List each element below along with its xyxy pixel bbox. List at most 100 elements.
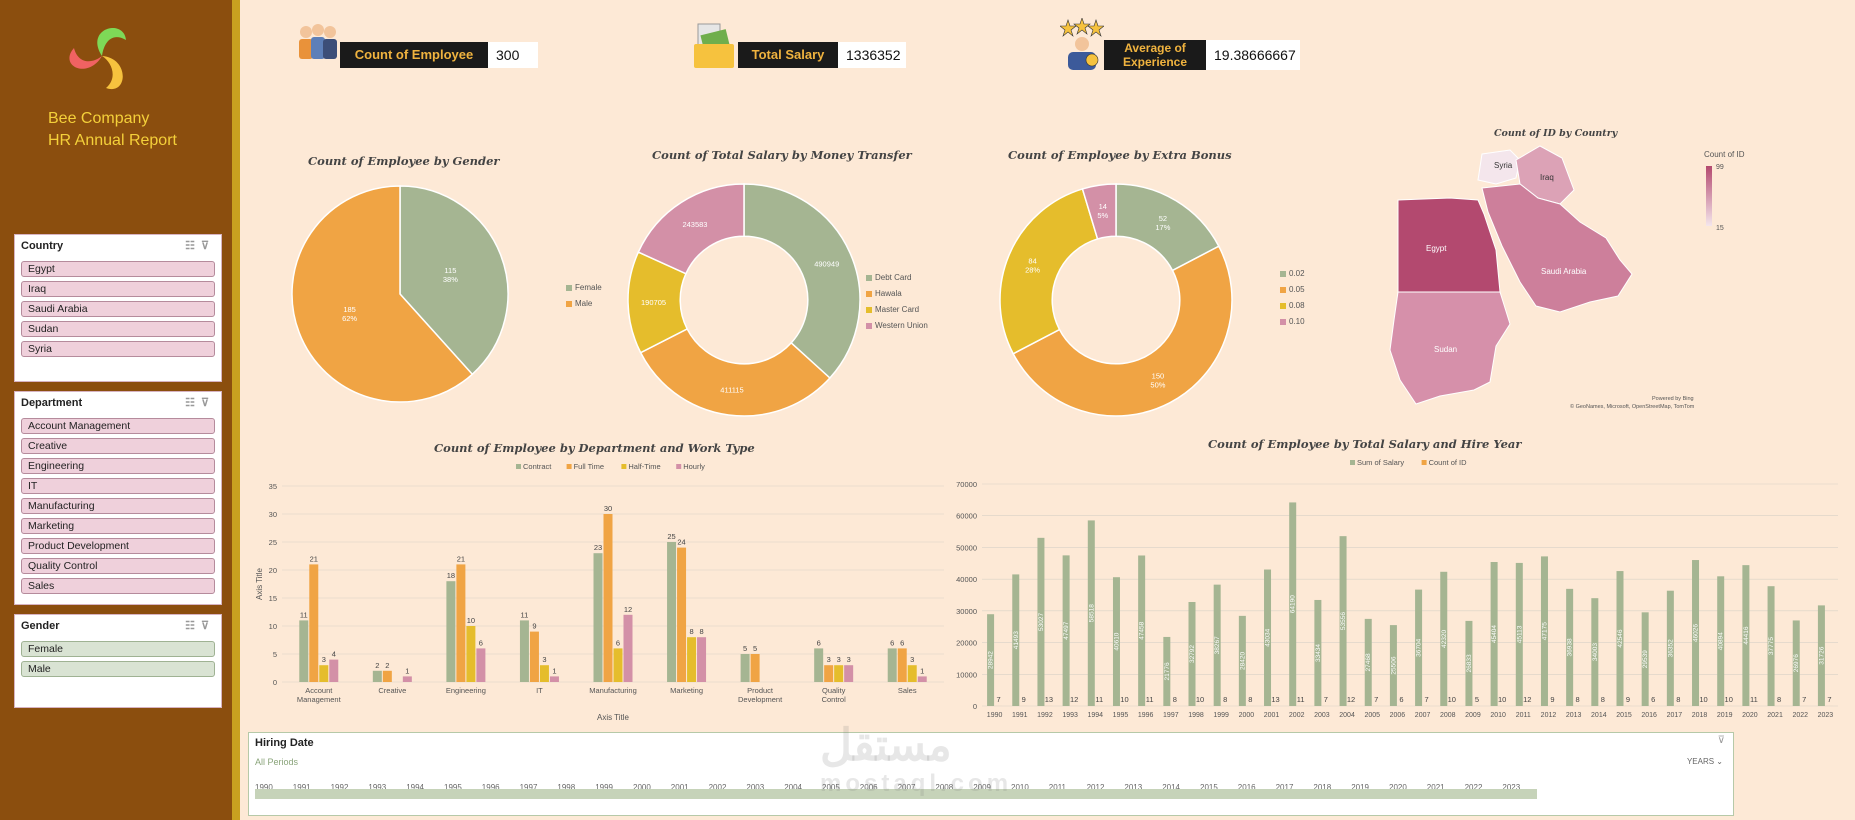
x-tick-label: 2018 — [1692, 712, 1708, 719]
employees-icon — [299, 24, 337, 59]
timeline-year-label[interactable]: 2017 — [1275, 783, 1294, 792]
timeline-year-label[interactable]: 1994 — [406, 783, 424, 792]
map-legend-title: Count of ID — [1704, 150, 1745, 159]
bar-data-label: 8 — [1601, 695, 1605, 704]
slicer-item-saudi-arabia[interactable]: Saudi Arabia — [21, 301, 215, 317]
timeline-year-label[interactable]: 1996 — [481, 783, 500, 792]
timeline-year-label[interactable]: 2020 — [1389, 783, 1407, 792]
slicer-item-product-development[interactable]: Product Development — [21, 538, 215, 554]
timeline-year-label[interactable]: 2004 — [784, 783, 802, 792]
kpi-value: 19.38666667 — [1206, 40, 1300, 70]
timeline-year-label[interactable]: 2003 — [746, 783, 765, 792]
timeline-year-label[interactable]: 2014 — [1162, 783, 1180, 792]
bar-data-label: 45404 — [1491, 625, 1498, 643]
timeline-title: Hiring Date — [255, 737, 314, 749]
timeline-year-label[interactable]: 2013 — [1124, 783, 1143, 792]
slicer-item-manufacturing[interactable]: Manufacturing — [21, 498, 215, 514]
timeline-year-label[interactable]: 1991 — [292, 783, 311, 792]
timeline-year-label[interactable]: 2000 — [633, 783, 651, 792]
bar-data-label: 1 — [552, 666, 556, 675]
map-region-syria — [1477, 149, 1521, 185]
timeline-clear-filter-icon[interactable]: ⊽ — [1717, 735, 1725, 746]
kpi-label: Total Salary — [738, 42, 838, 68]
hiring-date-timeline: Hiring Date ⊽ All Periods YEARS ⌄ 1990 19… — [248, 732, 1734, 816]
bar-data-label: 29539 — [1642, 650, 1649, 668]
slicer-item-sudan[interactable]: Sudan — [21, 321, 215, 337]
timeline-year-label[interactable]: 2011 — [1048, 783, 1066, 792]
slicer-item-account-management[interactable]: Account Management — [21, 418, 215, 434]
slicer-item-sales[interactable]: Sales — [21, 578, 215, 594]
slicer-item-creative[interactable]: Creative — [21, 438, 215, 454]
slice-0-05 — [1012, 245, 1233, 417]
timeline-year-label[interactable]: 1990 — [255, 783, 273, 792]
bar-data-label: 13 — [1045, 695, 1053, 704]
bar-data-label: 11 — [521, 610, 529, 619]
bar-data-label: 18 — [447, 571, 455, 580]
y-tick-label: 10 — [269, 622, 277, 631]
x-tick-label: Account — [305, 686, 333, 695]
bar-data-label: 11 — [300, 610, 308, 619]
timeline-year-label[interactable]: 2010 — [1011, 783, 1029, 792]
timeline-year-label[interactable]: 1999 — [595, 783, 613, 792]
slicer-item-male[interactable]: Male — [21, 661, 215, 677]
timeline-year-label[interactable]: 2005 — [822, 783, 840, 792]
timeline-year-label[interactable]: 2007 — [897, 783, 916, 792]
timeline-year-label[interactable]: 2001 — [670, 783, 689, 792]
timeline-year-label[interactable]: 2008 — [935, 783, 954, 792]
timeline-unit-dropdown[interactable]: YEARS ⌄ — [1686, 757, 1723, 766]
map-legend-min: 15 — [1716, 225, 1724, 232]
multi-select-icon[interactable]: ☷ — [185, 240, 201, 252]
slicer-item-quality-control[interactable]: Quality Control — [21, 558, 215, 574]
timeline-year-label[interactable]: 2018 — [1313, 783, 1332, 792]
bar-data-label: 13 — [1271, 695, 1279, 704]
slicer-item-engineering[interactable]: Engineering — [21, 458, 215, 474]
legend-item-bonus-4: 0.10 — [1280, 314, 1305, 330]
bar-data-label: 6 — [479, 638, 483, 647]
bar — [887, 648, 897, 682]
legend-item-bonus-2: 0.05 — [1280, 282, 1305, 298]
slicer-item-syria[interactable]: Syria — [21, 341, 215, 357]
timeline-range-bar[interactable] — [255, 789, 1537, 799]
bar-data-label: 6 — [1399, 695, 1403, 704]
slicer-item-egypt[interactable]: Egypt — [21, 261, 215, 277]
bar — [1264, 569, 1272, 706]
legend-item-bonus-1: 0.02 — [1280, 266, 1305, 282]
bar — [1415, 589, 1423, 706]
timeline-year-label[interactable]: 2006 — [859, 783, 878, 792]
slice-western-union — [637, 183, 745, 275]
timeline-year-label[interactable]: 2012 — [1086, 783, 1105, 792]
timeline-year-label[interactable]: 2009 — [973, 783, 991, 792]
map-region-sudan — [1389, 291, 1511, 405]
slicer-item-it[interactable]: IT — [21, 478, 215, 494]
slicer-item-female[interactable]: Female — [21, 641, 215, 657]
bar — [687, 637, 697, 682]
bar-data-label: 53556 — [1340, 612, 1347, 630]
multi-select-icon[interactable]: ☷ — [185, 620, 201, 632]
x-tick-label: Product — [747, 686, 774, 695]
timeline-year-label[interactable]: 1997 — [519, 783, 538, 792]
bar-data-label: 11 — [1146, 695, 1154, 704]
timeline-year-label[interactable]: 2016 — [1237, 783, 1256, 792]
timeline-year-label[interactable]: 2021 — [1426, 783, 1445, 792]
data-label: 84 — [1028, 256, 1036, 265]
bar — [1037, 537, 1045, 706]
legend-item-master-card: Master Card — [866, 302, 928, 318]
x-tick-label: 2002 — [1289, 712, 1305, 719]
timeline-year-label[interactable]: 2022 — [1464, 783, 1483, 792]
slicer-item-iraq[interactable]: Iraq — [21, 281, 215, 297]
bar-data-label: 8 — [689, 627, 693, 636]
timeline-year-label[interactable]: 2015 — [1200, 783, 1218, 792]
clear-filter-icon[interactable]: ⊽ — [200, 240, 215, 252]
timeline-year-label[interactable]: 1992 — [330, 783, 349, 792]
timeline-year-label[interactable]: 2023 — [1502, 783, 1521, 792]
clear-filter-icon[interactable]: ⊽ — [200, 620, 215, 632]
timeline-year-label[interactable]: 1998 — [557, 783, 576, 792]
slicer-item-marketing[interactable]: Marketing — [21, 518, 215, 534]
clear-filter-icon[interactable]: ⊽ — [200, 397, 215, 409]
timeline-year-label[interactable]: 2019 — [1351, 783, 1369, 792]
multi-select-icon[interactable]: ☷ — [185, 397, 201, 409]
timeline-year-label[interactable]: 2002 — [708, 783, 727, 792]
timeline-year-label[interactable]: 1995 — [444, 783, 462, 792]
timeline-year-label[interactable]: 1993 — [368, 783, 387, 792]
